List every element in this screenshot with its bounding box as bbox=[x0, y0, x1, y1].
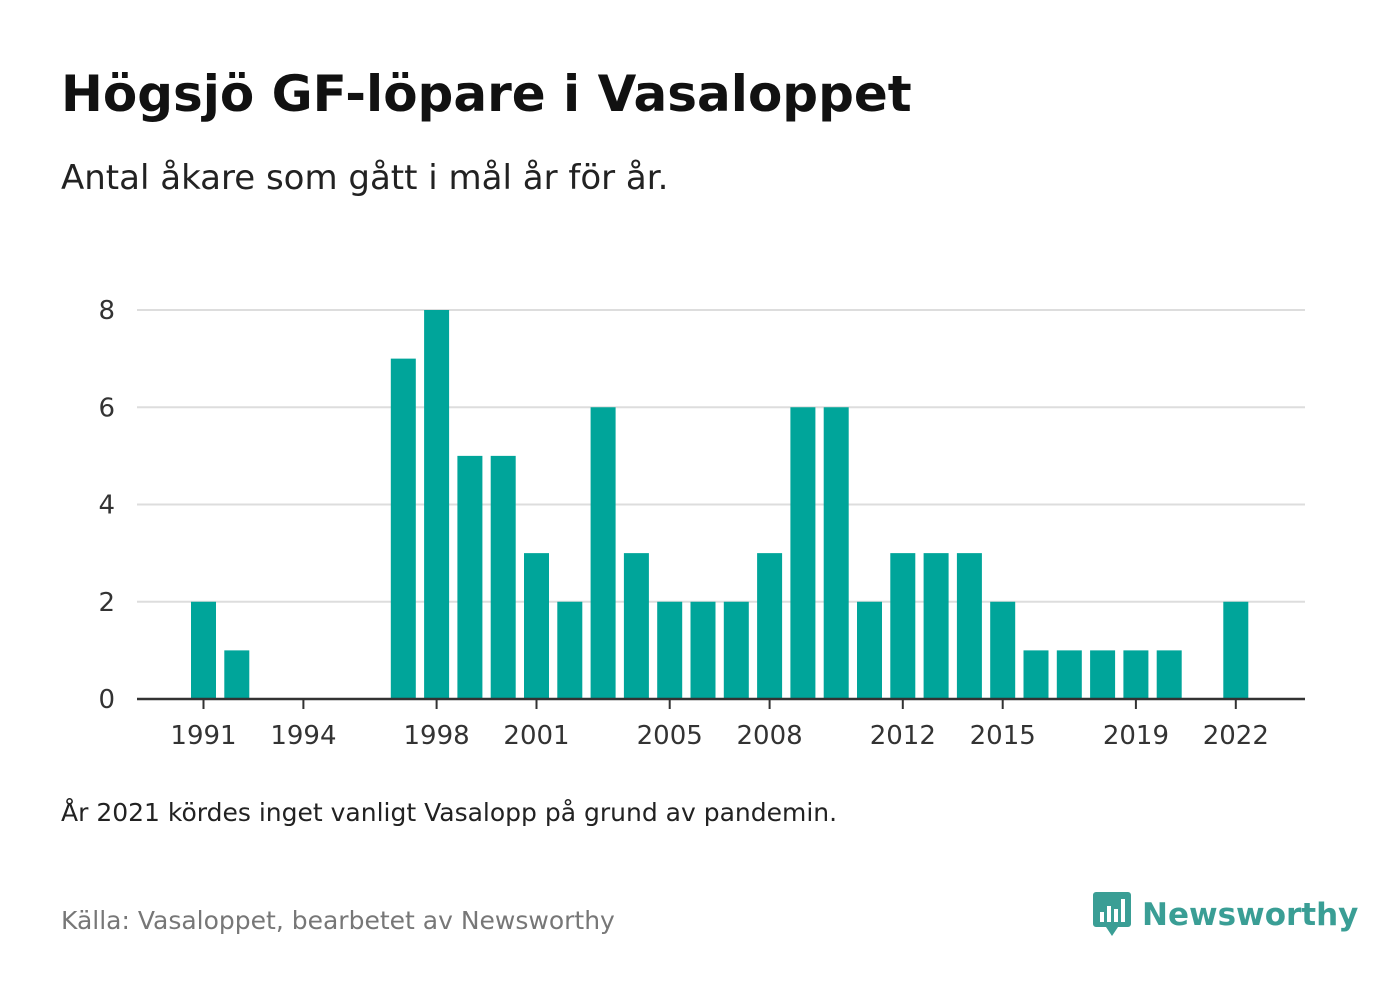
x-tick-label: 2012 bbox=[870, 721, 936, 751]
bars bbox=[191, 310, 1249, 699]
chart-note: År 2021 kördes inget vanligt Vasalopp på… bbox=[61, 798, 838, 827]
bar-2016 bbox=[1023, 650, 1049, 699]
chart-title: Högsjö GF-löpare i Vasaloppet bbox=[61, 65, 912, 123]
bar-2020 bbox=[1156, 650, 1182, 699]
x-tick-label: 1991 bbox=[170, 721, 236, 751]
x-tick-label: 1994 bbox=[270, 721, 336, 751]
y-tick-label: 2 bbox=[98, 588, 115, 618]
chart-subtitle: Antal åkare som gått i mål år för år. bbox=[61, 158, 669, 198]
x-tick-label: 2005 bbox=[637, 721, 703, 751]
x-tick-label: 2008 bbox=[737, 721, 803, 751]
x-tick-label: 2022 bbox=[1203, 721, 1269, 751]
bar-1998 bbox=[424, 310, 450, 699]
bar-2018 bbox=[1090, 650, 1116, 699]
bar-2012 bbox=[890, 553, 916, 699]
bar-2005 bbox=[657, 601, 683, 699]
y-tick-label: 8 bbox=[98, 296, 115, 326]
bar-2014 bbox=[956, 553, 982, 699]
x-axis-labels: 1991 1994 1998 2001 2005 2008 2012 2015 2019 2022 bbox=[170, 721, 1268, 751]
x-tick-label: 1998 bbox=[404, 721, 470, 751]
brand-name: Newsworthy bbox=[1142, 897, 1359, 933]
bar-1997 bbox=[390, 358, 416, 699]
bar-2010 bbox=[823, 407, 849, 699]
bar-2013 bbox=[923, 553, 949, 699]
y-tick-label: 0 bbox=[98, 685, 115, 715]
bar-1992 bbox=[224, 650, 250, 699]
bar-1991 bbox=[191, 601, 216, 699]
y-tick-label: 4 bbox=[98, 491, 115, 521]
bar-2008 bbox=[757, 553, 783, 699]
x-tick-label: 2015 bbox=[970, 721, 1036, 751]
x-tick-label: 2019 bbox=[1103, 721, 1169, 751]
bar-2019 bbox=[1123, 650, 1149, 699]
bar-2003 bbox=[590, 407, 616, 699]
y-axis-labels: 0 2 4 6 8 bbox=[98, 296, 115, 715]
x-axis-ticks bbox=[202, 699, 1237, 709]
bar-2002 bbox=[557, 601, 583, 699]
bar-2015 bbox=[990, 601, 1016, 699]
bar-2004 bbox=[623, 553, 649, 699]
bar-2011 bbox=[857, 601, 882, 699]
bar-2007 bbox=[723, 601, 749, 699]
bar-2017 bbox=[1056, 650, 1082, 699]
bar-2009 bbox=[790, 407, 816, 699]
bar-2022 bbox=[1223, 601, 1249, 699]
bar-2000 bbox=[490, 455, 516, 699]
bar-1999 bbox=[457, 455, 483, 699]
source-text: Källa: Vasaloppet, bearbetet av Newswort… bbox=[61, 906, 615, 935]
y-tick-label: 6 bbox=[98, 393, 115, 423]
bar-chart-logo-icon bbox=[1093, 892, 1131, 936]
bar-2001 bbox=[524, 553, 549, 699]
newsworthy-logo[interactable]: Newsworthy bbox=[1092, 890, 1358, 940]
x-tick-label: 2001 bbox=[503, 721, 569, 751]
grid-lines bbox=[137, 309, 1305, 603]
bar-chart: 0 2 4 6 8 1991 1994 1998 2001 2005 2008 2012 2015 20… bbox=[98, 296, 1305, 751]
bar-2006 bbox=[690, 601, 716, 699]
